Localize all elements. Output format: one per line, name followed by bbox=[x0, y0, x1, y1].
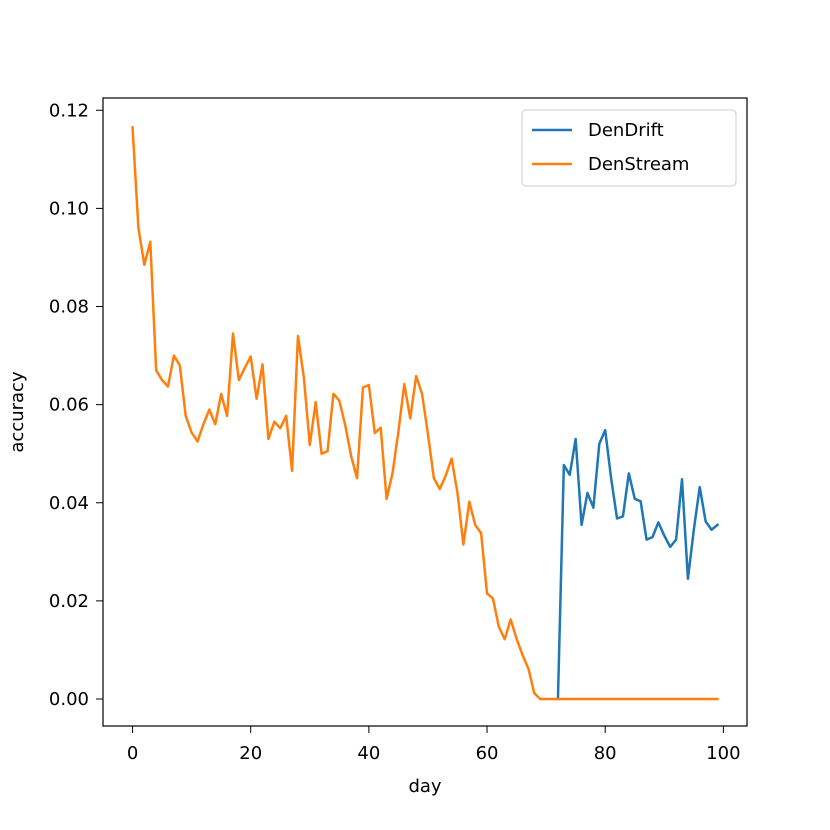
series-line-denstream bbox=[131, 126, 719, 701]
y-tick-label: 0.00 bbox=[49, 689, 89, 710]
x-tick-label: 0 bbox=[127, 743, 138, 764]
series-line-dendrift bbox=[556, 428, 720, 701]
x-axis-label: day bbox=[408, 776, 441, 797]
y-tick-label: 0.12 bbox=[49, 100, 89, 121]
legend-label: DenStream bbox=[588, 154, 689, 175]
legend-label: DenDrift bbox=[588, 120, 664, 141]
y-axis-label: accuracy bbox=[7, 371, 28, 453]
legend: DenDrift DenStream bbox=[521, 109, 737, 187]
x-tick-label: 40 bbox=[357, 743, 380, 764]
x-tick-label: 80 bbox=[594, 743, 617, 764]
y-tick-label: 0.06 bbox=[49, 395, 89, 416]
x-axis-ticks: 0 20 40 60 80 100 bbox=[127, 726, 741, 764]
y-tick-label: 0.10 bbox=[49, 198, 89, 219]
axes-frame bbox=[102, 97, 748, 727]
y-axis-ticks: 0.00 0.02 0.04 0.06 0.08 0.10 0.12 bbox=[49, 100, 103, 710]
y-tick-label: 0.02 bbox=[49, 591, 89, 612]
x-tick-label: 60 bbox=[476, 743, 499, 764]
legend-frame bbox=[521, 109, 737, 187]
series-group bbox=[131, 126, 720, 701]
y-tick-label: 0.08 bbox=[49, 297, 89, 318]
x-tick-label: 100 bbox=[706, 743, 740, 764]
x-tick-label: 20 bbox=[239, 743, 262, 764]
y-tick-label: 0.04 bbox=[49, 493, 89, 514]
